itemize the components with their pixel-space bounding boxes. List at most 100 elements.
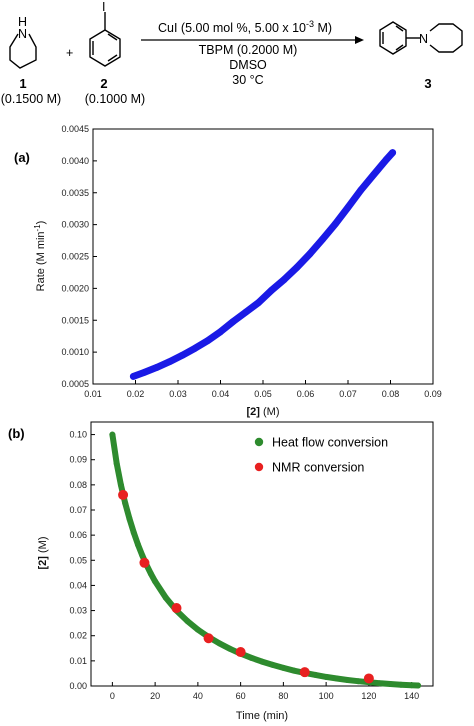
concentration-legend: Heat flow conversion NMR conversion [254,436,388,475]
heat-flow-point [126,515,133,522]
heat-flow-point [139,552,146,559]
rate-y-tick-label-7: 0.0040 [61,156,89,166]
rate-data-point [319,235,326,243]
nmr-point [118,489,129,500]
rate-y-axis: 0.0005 0.0010 0.0015 0.0020 0.0025 0.0030 0.00… [61,124,97,389]
rate-data-point [140,369,148,376]
rate-x-tick-label-1: 0.02 [127,389,145,399]
rate-x-axis-label: [2] (M) [247,406,280,418]
rate-data-point [370,171,377,179]
nmr-point [235,647,246,658]
heat-flow-point [147,570,154,577]
panel-a-label: (a) [14,150,30,165]
concentration-x-tick-label-5: 100 [319,691,334,701]
rate-data-point [357,186,365,194]
reaction-arrow [141,36,364,44]
rate-y-tick-label-4: 0.0025 [61,252,89,262]
heat-flow-point [135,541,142,548]
concentration-y-tick-label-2: 0.02 [69,631,87,641]
heat-flow-point [397,681,404,688]
heat-flow-point [355,678,362,685]
rate-data-point [129,372,137,380]
concentration-x-tick-label-4: 80 [278,691,288,701]
heat-flow-point [387,680,394,687]
compound-1-label: 1 [19,76,26,91]
heat-flow-point [226,645,233,652]
concentration-y-tick-label-9: 0.09 [69,455,87,465]
compound-1-concentration: (0.1500 M) [1,92,61,106]
rate-data-point [268,286,275,294]
piperidine-structure [9,33,37,69]
product-structure [379,21,463,55]
heat-flow-point [269,661,276,668]
compound-2-concentration: (0.1000 M) [85,92,145,106]
rate-data-point [389,149,397,156]
compound-3-label: 3 [424,76,431,91]
nmr-point [139,557,150,568]
heat-flow-point [117,481,124,488]
concentration-chart: (b) 0.00 0.01 0.02 0.03 0.04 0.05 0.06 0.07 0.08… [8,421,434,722]
rate-y-tick-label-2: 0.0015 [61,315,89,325]
condition-catalyst: CuI (5.00 mol %, 5.00 x 10-3 M) [158,19,332,35]
concentration-x-tick-label-2: 40 [193,691,203,701]
legend-label-heat-flow: Heat flow conversion [272,436,388,450]
concentration-series [109,431,422,689]
compound-2-label: 2 [100,76,107,91]
panel-b-label: (b) [8,426,25,441]
heat-flow-point [130,529,137,536]
nmr-point [299,667,310,678]
concentration-y-tick-label-0: 0.00 [69,681,87,691]
rate-data-point [306,250,314,258]
heat-flow-point [259,658,265,665]
nmr-point [171,603,182,614]
rate-y-tick-label-0: 0.0005 [61,379,89,389]
rate-data-point [382,156,390,164]
rate-y-tick-label-8: 0.0045 [61,124,89,134]
legend-marker-nmr [254,462,264,472]
rate-x-tick-label-0: 0.01 [84,389,102,399]
rate-data-point [229,318,237,325]
condition-base: TBPM (0.2000 M) [199,43,298,57]
rate-y-tick-label-6: 0.0035 [61,188,89,198]
concentration-y-axis-label: [2] (M) [37,537,49,570]
rate-chart: (a) 0.0005 0.0010 0.0015 0.0020 0.0025 0.0030… [14,124,442,418]
heat-flow-point [109,431,116,438]
rate-x-tick-label-3: 0.04 [212,389,230,399]
concentration-y-tick-label-4: 0.04 [69,580,87,590]
rate-y-tick-label-1: 0.0010 [61,347,89,357]
rate-x-tick-label-5: 0.06 [297,389,315,399]
nmr-point [203,633,214,644]
heat-flow-point [312,671,319,678]
rate-data-point [204,337,212,345]
rate-x-tick-label-7: 0.08 [382,389,400,399]
rate-data-point [344,204,352,211]
concentration-y-tick-label-8: 0.08 [69,480,87,490]
heat-flow-point [415,682,422,689]
heat-flow-point [216,640,223,647]
heat-flow-point [113,460,120,467]
rate-x-tick-label-2: 0.03 [169,389,187,399]
iodobenzene-structure [89,12,121,67]
rate-data-point [255,299,263,306]
iodine-atom: I [102,0,105,14]
concentration-y-tick-label-3: 0.03 [69,606,87,616]
heat-flow-point [194,626,201,633]
concentration-plot-frame [90,421,434,687]
concentration-y-tick-label-10: 0.10 [69,430,87,440]
rate-data-point [280,276,288,283]
rate-series-band [129,149,397,380]
concentration-y-tick-label-7: 0.07 [69,505,87,515]
plus-sign: + [66,46,73,60]
concentration-y-tick-label-5: 0.05 [69,555,87,565]
rate-data-point [242,308,250,316]
rate-y-tick-label-3: 0.0020 [61,283,89,293]
heat-flow-point [184,617,191,624]
concentration-x-tick-label-3: 60 [236,691,246,701]
heat-flow-point [376,680,383,687]
rate-x-tick-label-8: 0.09 [424,389,442,399]
concentration-x-tick-label-6: 120 [361,691,376,701]
rate-y-axis-label: Rate (M min-1) [33,221,47,292]
piperidine-nitrogen: N [18,27,27,41]
concentration-x-axis: 0 20 40 60 80 100 120 140 [110,682,419,701]
